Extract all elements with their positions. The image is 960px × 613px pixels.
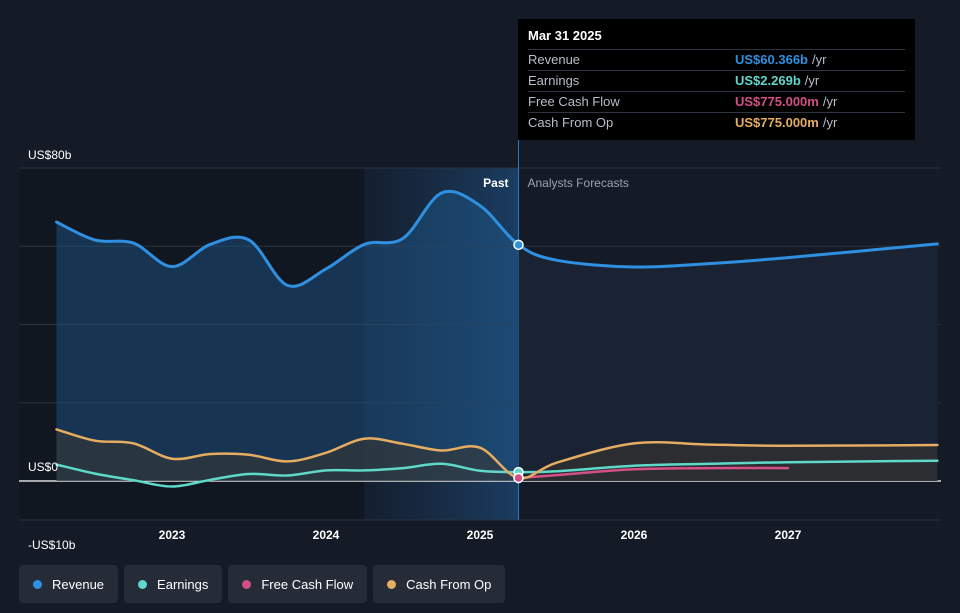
hover-tooltip: Mar 31 2025 Revenue US$60.366b/yr Earnin…: [518, 19, 915, 140]
y-tick-label: US$80b: [28, 148, 72, 162]
tooltip-label: Revenue: [528, 52, 581, 67]
revenue-area-forecast: [518, 243, 938, 481]
past-label: Past: [483, 176, 508, 190]
tooltip-label: Free Cash Flow: [528, 94, 620, 109]
legend-label: Revenue: [52, 576, 105, 592]
legend-label: Earnings: [157, 576, 209, 592]
tooltip-value: US$60.366b/yr: [735, 50, 826, 70]
y-tick-label: US$0: [28, 460, 58, 474]
cash-from-op-dot-icon: [387, 579, 397, 589]
x-tick-label: 2024: [313, 528, 340, 542]
y-tick-label: -US$10b: [28, 538, 76, 552]
free-cash-flow-dot-icon: [242, 579, 252, 589]
tooltip-unit: /yr: [822, 94, 838, 109]
legend-item-cash-from-op[interactable]: Cash From Op: [373, 565, 506, 603]
tooltip-value-text: US$2.269b: [735, 73, 801, 88]
x-tick-label: 2026: [621, 528, 648, 542]
legend: Revenue Earnings Free Cash Flow Cash Fro…: [19, 565, 506, 603]
tooltip-value: US$775.000m/yr: [735, 92, 837, 112]
tooltip-row-cash-from-op: Cash From Op US$775.000m/yr: [528, 113, 905, 133]
free-cash-flow-marker: [513, 472, 524, 484]
tooltip-value: US$775.000m/yr: [735, 113, 837, 133]
earnings-dot-icon: [138, 579, 148, 589]
cash-from-op-line: [55, 428, 939, 480]
forecast-label: Analysts Forecasts: [528, 176, 629, 190]
x-tick-label: 2025: [467, 528, 494, 542]
tooltip-value: US$2.269b/yr: [735, 71, 819, 91]
legend-item-earnings[interactable]: Earnings: [124, 565, 223, 603]
legend-item-free-cash-flow[interactable]: Free Cash Flow: [228, 565, 368, 603]
revenue-dot-icon: [33, 579, 42, 589]
tooltip-label: Earnings: [528, 73, 580, 88]
x-tick-label: 2023: [159, 528, 186, 542]
revenue-marker: [513, 239, 524, 251]
earnings-line: [55, 459, 939, 488]
tooltip-value-text: US$775.000m: [735, 115, 819, 130]
tooltip-value-text: US$60.366b: [735, 52, 808, 67]
tooltip-row-revenue: Revenue US$60.366b/yr: [528, 50, 905, 71]
revenue-line: [55, 189, 939, 288]
tooltip-row-free-cash-flow: Free Cash Flow US$775.000m/yr: [528, 92, 905, 113]
tooltip-unit: /yr: [804, 73, 820, 88]
free-cash-flow-line: [517, 466, 790, 480]
legend-label: Free Cash Flow: [261, 576, 354, 592]
x-tick-label: 2027: [775, 528, 802, 542]
tooltip-value-text: US$775.000m: [735, 94, 819, 109]
revenue-area-past: [56, 191, 519, 481]
tooltip-date: Mar 31 2025: [528, 27, 905, 50]
tooltip-row-earnings: Earnings US$2.269b/yr: [528, 71, 905, 92]
legend-item-revenue[interactable]: Revenue: [19, 565, 119, 603]
tooltip-unit: /yr: [822, 115, 838, 130]
tooltip-label: Cash From Op: [528, 115, 614, 130]
legend-label: Cash From Op: [406, 576, 492, 592]
tooltip-unit: /yr: [812, 52, 827, 67]
